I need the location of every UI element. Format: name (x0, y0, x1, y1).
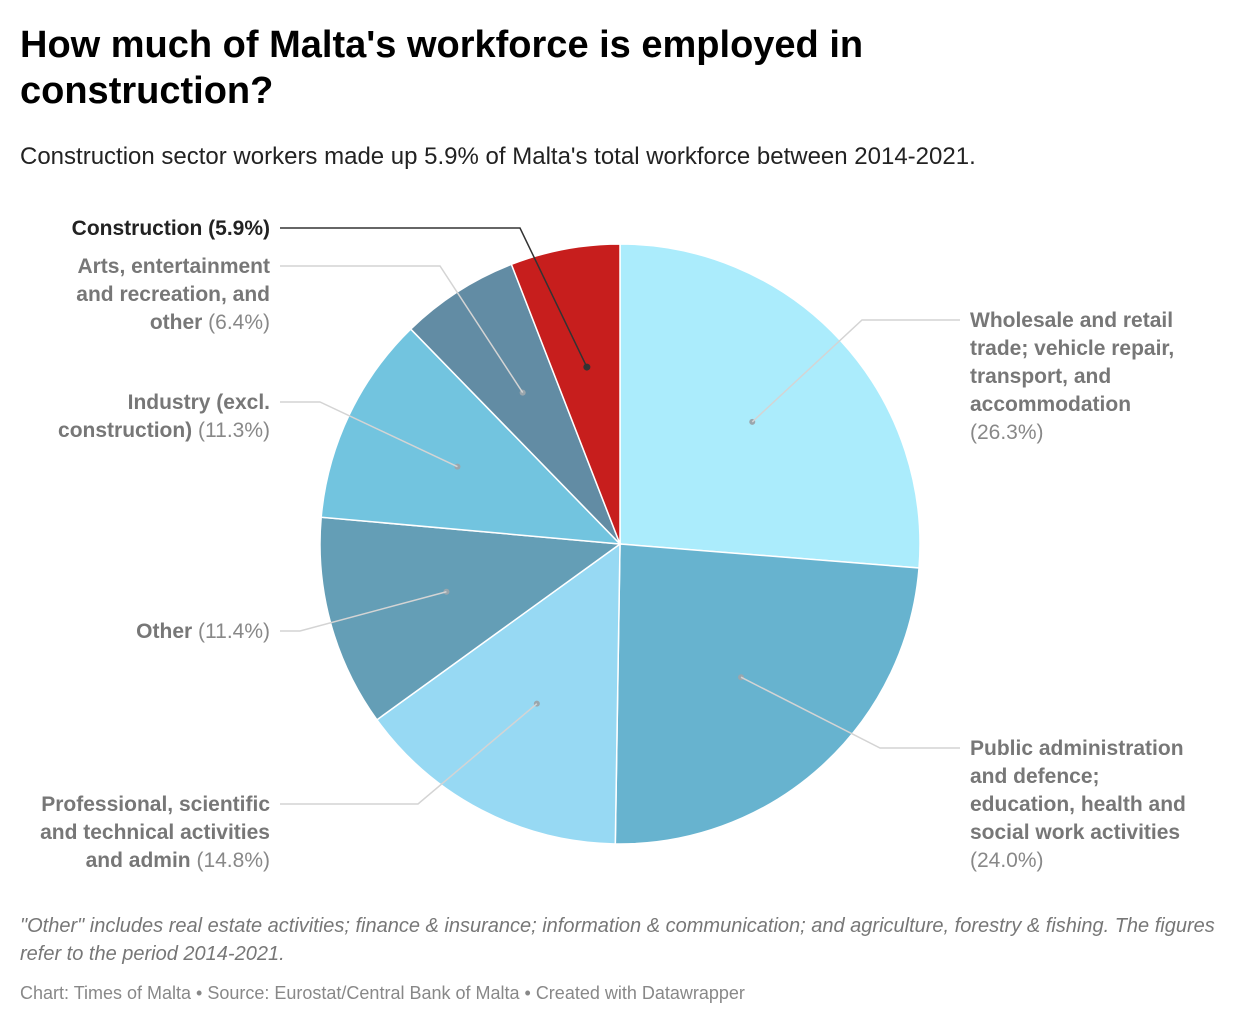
slice-label-construction: Construction (5.9%) (72, 217, 270, 240)
slice-value: (14.8%) (191, 849, 270, 872)
slice-label-other: Other (11.4%) (136, 620, 270, 643)
slice-label-public-administration-and-defence-education-health-and-social-work-activities: Public administration and defence; educati… (970, 737, 1186, 872)
pie-slice-arts-entertainment-and-recreation-and-other (409, 263, 621, 545)
chart-title: How much of Malta's workforce is employe… (20, 24, 864, 112)
slice-label-wholesale-and-retail-trade-vehicle-repair-transport-and-accommodation: Wholesale and retail trade; vehicle repai… (970, 309, 1174, 444)
pie-slice-public-administration-and-defence-education-health-and-social-work-activities (614, 543, 920, 845)
slice-label-industry-excl-construction: Industry (excl. construction) (11.3%) (58, 391, 270, 442)
pie-slice-other (319, 516, 623, 721)
leader-line (751, 319, 960, 423)
slice-value: (26.3%) (970, 421, 1044, 444)
slice-value: (5.9%) (202, 217, 270, 240)
pie-labels: Wholesale and retail trade; vehicle repai… (40, 217, 1186, 872)
slice-label-arts-entertainment-and-recreation-and-other: Arts, entertainment and recreation, and ot… (76, 255, 270, 334)
slice-value: (11.4%) (192, 620, 270, 643)
pie-slice-construction (510, 243, 621, 545)
leader-line (280, 401, 458, 468)
slice-label-professional-scientific-and-technical-activities-and-admin: Professional, scientific and technical ac… (40, 793, 270, 872)
pie-leader-lines (280, 227, 960, 805)
leader-line (280, 590, 447, 632)
chart-subtitle: Construction sector workers made up 5.9%… (20, 143, 976, 170)
leader-line (280, 265, 524, 393)
leader-line (280, 227, 588, 368)
slice-value: (6.4%) (202, 311, 270, 334)
pie-chart: Wholesale and retail trade; vehicle repai… (40, 217, 1186, 872)
slice-value: (11.3%) (192, 419, 270, 442)
pie-slices (319, 243, 921, 845)
leader-line (740, 676, 960, 749)
leader-line (280, 703, 538, 805)
pie-slice-professional-scientific-and-technical-activities-and-admin (375, 542, 621, 845)
chart-footer: Chart: Times of Malta • Source: Eurostat… (20, 983, 745, 1003)
chart-notes: "Other" includes real estate activities;… (20, 915, 1215, 965)
slice-value: (24.0%) (970, 849, 1044, 872)
